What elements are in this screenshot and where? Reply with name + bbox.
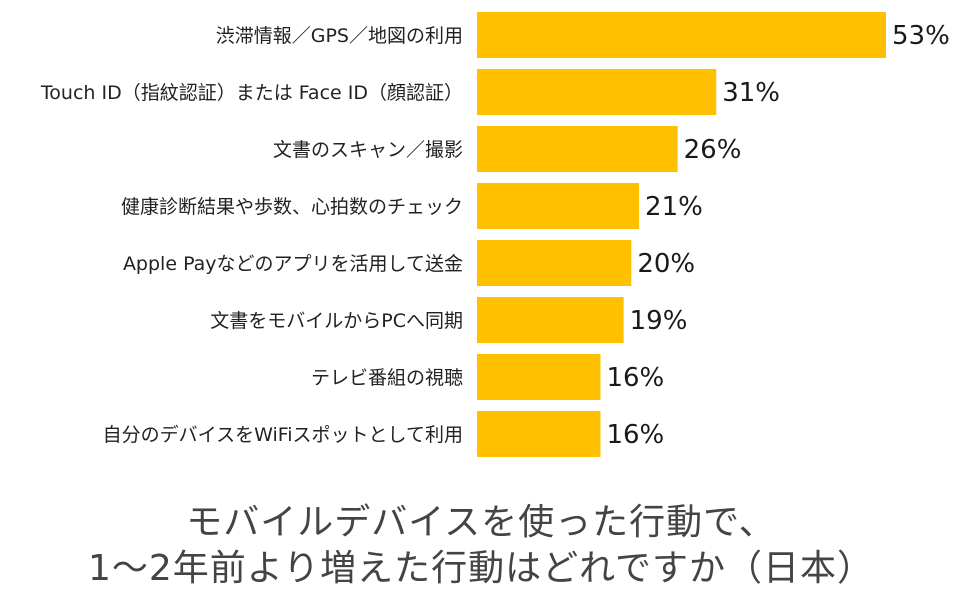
- category-label: 文書をモバイルからPCへ同期: [210, 310, 463, 332]
- chart-title-line-1: モバイルデバイスを使った行動で、: [186, 502, 776, 543]
- value-label: 21%: [645, 192, 703, 222]
- value-label: 31%: [722, 78, 780, 108]
- category-labels-group: 渋滞情報／GPS／地図の利用 Touch ID（指紋認証）または Face ID（…: [40, 25, 463, 446]
- value-label: 26%: [684, 135, 742, 165]
- bar: [477, 240, 632, 286]
- category-label: 文書のスキャン／撮影: [273, 139, 463, 161]
- bar: [477, 183, 640, 229]
- value-label: 16%: [606, 363, 664, 393]
- bar: [477, 297, 624, 343]
- value-label: 53%: [892, 21, 950, 51]
- category-label: Apple Payなどのアプリを活用して送金: [123, 253, 463, 275]
- category-label: 渋滞情報／GPS／地図の利用: [216, 25, 463, 47]
- bar: [477, 411, 601, 457]
- bar: [477, 126, 678, 172]
- category-label: テレビ番組の視聴: [311, 367, 463, 389]
- value-label: 19%: [630, 306, 688, 336]
- category-label: 健康診断結果や歩数、心拍数のチェック: [121, 196, 463, 218]
- value-label: 20%: [637, 249, 695, 279]
- chart-title: モバイルデバイスを使った行動で、 1〜2年前より増えた行動はどれですか（日本）: [0, 500, 962, 592]
- bar: [477, 12, 886, 58]
- chart-title-line-2: 1〜2年前より増えた行動はどれですか（日本）: [87, 548, 874, 589]
- category-label: Touch ID（指紋認証）または Face ID（顔認証）: [40, 82, 463, 104]
- value-label: 16%: [606, 420, 664, 450]
- value-labels-group: 53% 31% 26% 21% 20% 19% 16% 16%: [606, 21, 949, 450]
- bars-group: [477, 12, 886, 457]
- bar: [477, 69, 717, 115]
- category-label: 自分のデバイスをWiFiスポットとして利用: [103, 424, 463, 446]
- bar: [477, 354, 601, 400]
